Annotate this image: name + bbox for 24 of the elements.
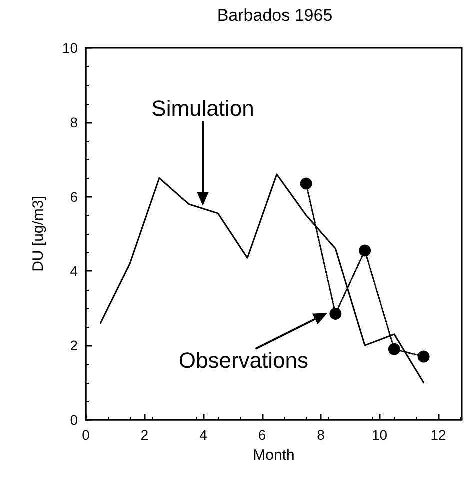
y-tick-label: 8 (70, 114, 78, 130)
annotation: Simulation (152, 96, 254, 121)
x-tick-label: 2 (140, 427, 149, 443)
x-tick-label: 8 (317, 427, 326, 443)
point (359, 244, 372, 257)
chart-title: Barbados 1965 (217, 6, 333, 25)
x-axis-title: Month (253, 447, 295, 464)
x-tick-label: 0 (82, 427, 90, 443)
y-tick-label: 2 (70, 338, 78, 354)
point (418, 350, 430, 363)
line-series (100, 174, 425, 384)
point (388, 343, 400, 356)
annotation: Observations (178, 348, 308, 373)
y-tick-label: 4 (70, 263, 78, 280)
y-axis-title: DU [ug/m3] (30, 196, 47, 272)
x-tick-label: 6 (258, 427, 266, 443)
point (300, 178, 312, 190)
x-tick-label: 10 (372, 427, 388, 443)
y-tick-label: 6 (70, 188, 78, 205)
x-tick-label: 4 (200, 427, 208, 443)
y-tick-label: 0 (70, 412, 78, 428)
point (330, 308, 342, 320)
y-tick-label: 10 (62, 40, 78, 56)
x-tick-label: 12 (430, 427, 446, 443)
